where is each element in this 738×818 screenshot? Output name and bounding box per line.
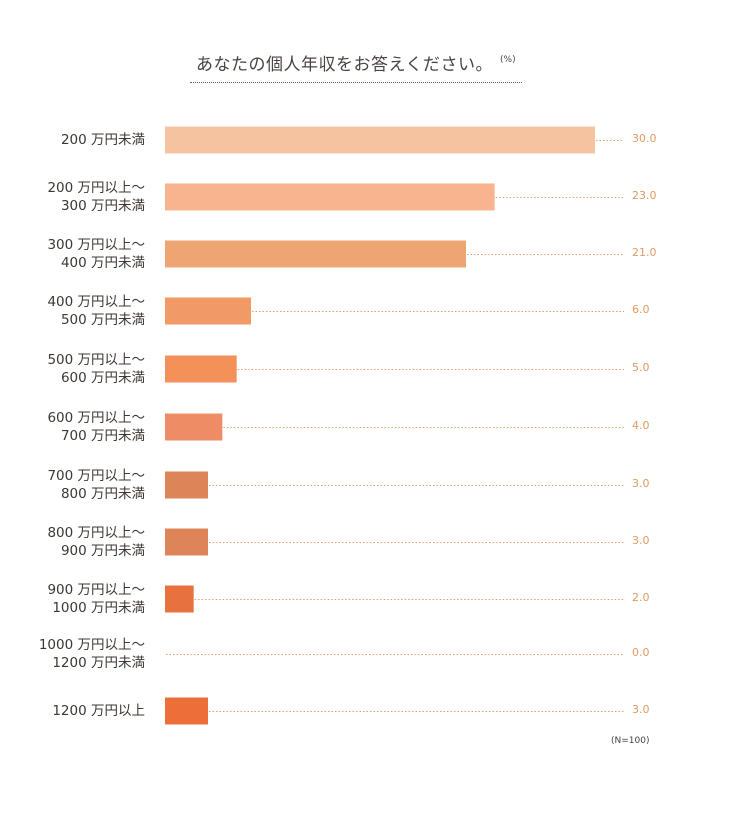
- category-label-line: 200 万円未満: [60, 132, 145, 148]
- category-label-line: 600 万円以上～: [47, 410, 145, 426]
- category-label-line: 1000 万円以上～: [38, 637, 145, 653]
- category-label-line: 400 万円以上～: [47, 294, 145, 310]
- category-label-line: 300 万円以上～: [47, 237, 145, 253]
- category-label-line: 800 万円以上～: [47, 525, 145, 541]
- value-label: 4.0: [632, 419, 650, 432]
- value-label: 3.0: [632, 477, 650, 490]
- category-label: 1000 万円以上～ 1200 万円未満: [39, 636, 145, 672]
- bar: [165, 183, 495, 211]
- category-label-line: 800 万円未満: [60, 486, 145, 502]
- category-label-line: 600 万円未満: [60, 370, 145, 386]
- category-label-line: 900 万円未満: [60, 543, 145, 559]
- category-label-line: 700 万円以上～: [47, 468, 145, 484]
- category-label: 500 万円以上～ 600 万円未満: [47, 351, 145, 387]
- category-label: 200 万円以上～ 300 万円未満: [47, 179, 145, 215]
- category-label-line: 1200 万円未満: [52, 655, 145, 671]
- bar: [165, 413, 223, 441]
- bar: [165, 585, 194, 613]
- category-label-line: 300 万円未満: [60, 198, 145, 214]
- category-label: 300 万円以上～ 400 万円未満: [47, 236, 145, 272]
- unit-label: (%): [500, 55, 516, 65]
- value-label: 0.0: [632, 646, 650, 659]
- chart-title: あなたの個人年収をお答えください。: [196, 55, 493, 75]
- category-label-line: 1200 万円以上: [52, 703, 145, 719]
- bar: [165, 528, 208, 556]
- category-label: 1200 万円以上: [52, 702, 145, 720]
- value-label: 30.0: [632, 132, 657, 145]
- bar: [165, 355, 237, 383]
- value-label: 3.0: [632, 703, 650, 716]
- value-label: 2.0: [632, 591, 650, 604]
- category-label-line: 500 万円以上～: [47, 352, 145, 368]
- value-label: 21.0: [632, 246, 657, 259]
- category-label-line: 1000 万円未満: [52, 600, 145, 616]
- category-label-line: 400 万円未満: [60, 255, 145, 271]
- category-label: 700 万円以上～ 800 万円未満: [47, 467, 145, 503]
- sample-size-note: (N=100): [611, 736, 650, 746]
- bar: [165, 240, 466, 268]
- category-label-line: 700 万円未満: [60, 428, 145, 444]
- category-label-line: 900 万円以上～: [47, 582, 145, 598]
- category-label-line: 500 万円未満: [60, 312, 145, 328]
- bar: [165, 471, 208, 499]
- bar: [165, 126, 595, 154]
- chart-title-area: あなたの個人年収をお答えください。 (%): [190, 44, 522, 83]
- bar: [165, 297, 251, 325]
- value-label: 3.0: [632, 534, 650, 547]
- category-label: 400 万円以上～ 500 万円未満: [47, 293, 145, 329]
- bar: [165, 697, 208, 725]
- value-label: 6.0: [632, 303, 650, 316]
- category-label: 800 万円以上～ 900 万円未満: [47, 524, 145, 560]
- category-label: 200 万円未満: [61, 131, 145, 149]
- category-label-line: 200 万円以上～: [47, 180, 145, 196]
- value-label: 5.0: [632, 361, 650, 374]
- category-label: 900 万円以上～ 1000 万円未満: [47, 581, 145, 617]
- value-label: 23.0: [632, 189, 657, 202]
- category-label: 600 万円以上～ 700 万円未満: [47, 409, 145, 445]
